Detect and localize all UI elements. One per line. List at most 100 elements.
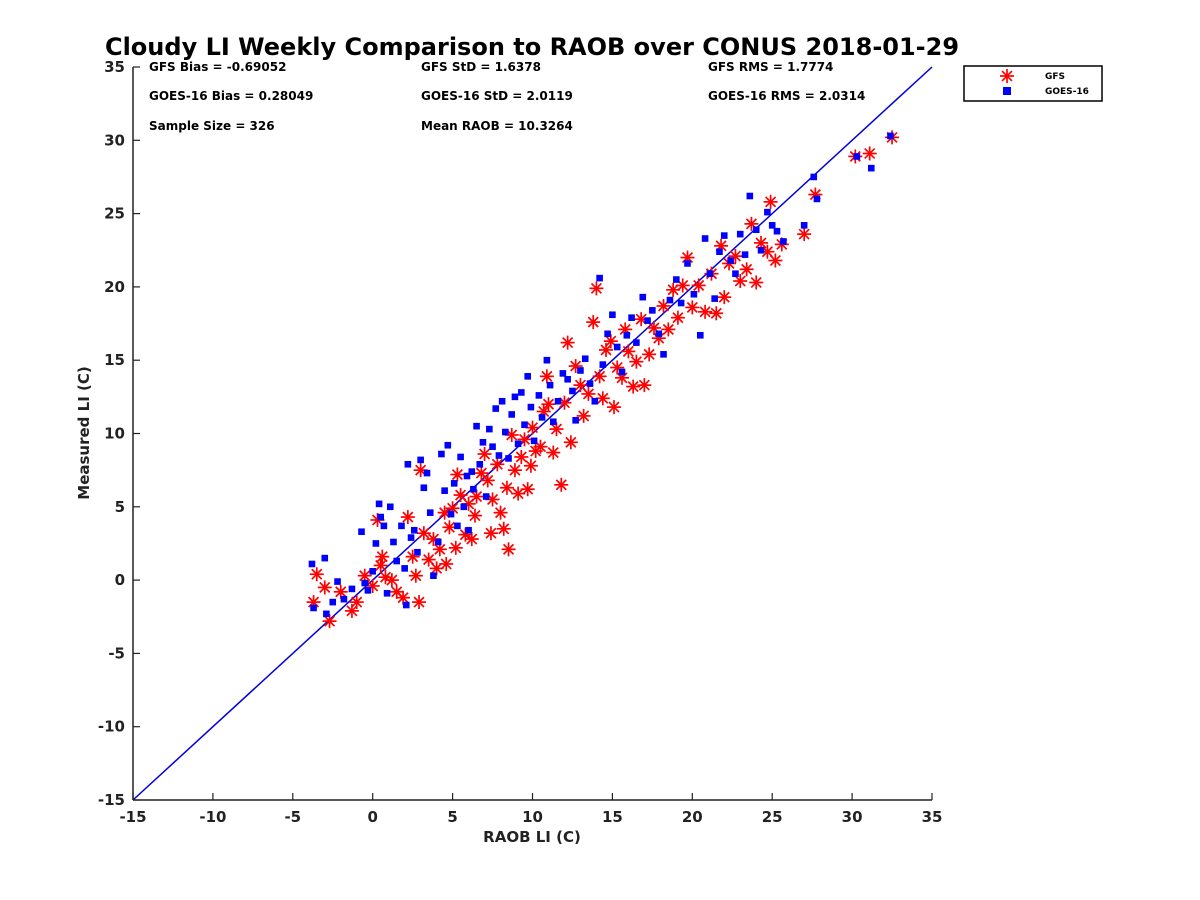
y-tick-label: 30 [104,131,125,149]
gfs-point [709,306,724,321]
goes16-point [511,393,519,401]
goes16-point [447,510,455,518]
goes16-point [768,222,776,229]
goes16-point [599,361,607,368]
goes16-point [701,235,709,242]
gfs-point [685,300,700,315]
x-tick-label: 15 [602,808,623,826]
statistics-panel: GFS Bias = -0.69052 GFS StD = 1.6378 GFS R… [149,60,865,133]
goes16-point [655,330,663,338]
goes16-point [323,610,330,618]
y-axis-label: Measured LI (C) [75,366,93,499]
stat-text: Mean RAOB = 10.3264 [421,119,573,133]
gfs-point [474,466,489,481]
y-tick-label: 25 [104,205,125,223]
goes16-point [538,414,546,421]
gfs-point [514,449,529,464]
y-tick-label: 35 [104,58,125,76]
gfs-point [768,253,783,268]
goes16-point [321,554,329,562]
legend-box [963,65,1103,102]
x-tick-label: 5 [447,808,457,826]
goes16-point [479,438,487,446]
x-axis-label: RAOB LI (C) [483,828,581,846]
x-tick-label: 25 [762,808,783,826]
gfs-point [439,556,454,571]
legend: GFS GOES-16 [963,65,1103,102]
goes16-point [720,232,728,239]
goes16-point [559,370,567,377]
goes16-point [543,356,551,364]
goes16-point [535,392,543,399]
stat-text: GFS RMS = 1.7774 [708,60,833,74]
gfs-point [581,386,596,401]
goes16-point [444,441,452,449]
goes16-point [813,195,821,203]
gfs-point [763,194,778,209]
gfs-point [621,344,636,359]
x-tick-label: -10 [199,808,226,826]
goes16-point [514,440,522,448]
goes16-point [773,227,781,235]
goes16-point [410,526,418,534]
goes16-point [810,173,818,181]
gfs-point [739,262,754,277]
stat-text: GFS StD = 1.6378 [421,60,541,74]
gfs-point [586,315,601,330]
goes16-point [398,522,405,530]
gfs-point [499,480,514,495]
gfs-point [595,391,610,406]
series-goes-16 [308,132,894,618]
goes16-point [546,381,554,389]
gfs-point [576,408,591,423]
gfs-point [349,595,364,610]
gfs-point [525,420,540,435]
x-tick-label: 35 [922,808,943,826]
gfs-point [606,400,621,415]
gfs-point [384,573,399,588]
goes16-point [492,405,500,412]
goes16-point [757,246,765,254]
goes16-point [423,469,431,477]
gfs-point [637,378,652,393]
y-tick-label: -15 [98,791,125,809]
goes16-point [361,579,369,587]
goes16-point [310,604,317,612]
goes16-point [706,270,714,278]
goes16-point [340,595,348,603]
gfs-point [400,510,415,525]
goes16-point [649,307,656,314]
goes16-point [673,276,680,283]
x-tick-label: -5 [284,808,301,826]
goes16-point [495,452,503,459]
gfs-point [467,508,482,523]
goes16-point [609,311,616,319]
gfs-point [408,568,423,583]
goes16-point [502,428,509,436]
goes16-point [460,503,468,511]
legend-entry-goes-16: GOES-16 [1003,87,1089,97]
stat-text: GOES-16 StD = 2.0119 [421,89,573,103]
goes16-point [716,248,723,256]
goes16-point [660,351,667,358]
y-tick-label: -10 [98,718,125,736]
gfs-point [496,521,511,536]
x-tick-label: 30 [842,808,863,826]
gfs-point [450,467,465,482]
x-tick-label: 20 [682,808,703,826]
goes16-point [402,601,410,609]
gfs-point [501,542,516,557]
gfs-point [309,567,324,582]
data-points [306,130,900,629]
y-tick-label: 15 [104,351,125,369]
legend-entry-gfs: GFS [1000,69,1065,83]
goes16-point [377,513,384,521]
gfs-point [642,347,657,362]
goes16-point [596,274,603,282]
goes16-point [780,238,787,245]
goes16-point [677,299,685,307]
goes16-point [564,375,571,383]
gfs-point [749,275,764,290]
gfs-point [546,445,561,460]
chart-title: Cloudy LI Weekly Comparison to RAOB over… [105,33,959,61]
